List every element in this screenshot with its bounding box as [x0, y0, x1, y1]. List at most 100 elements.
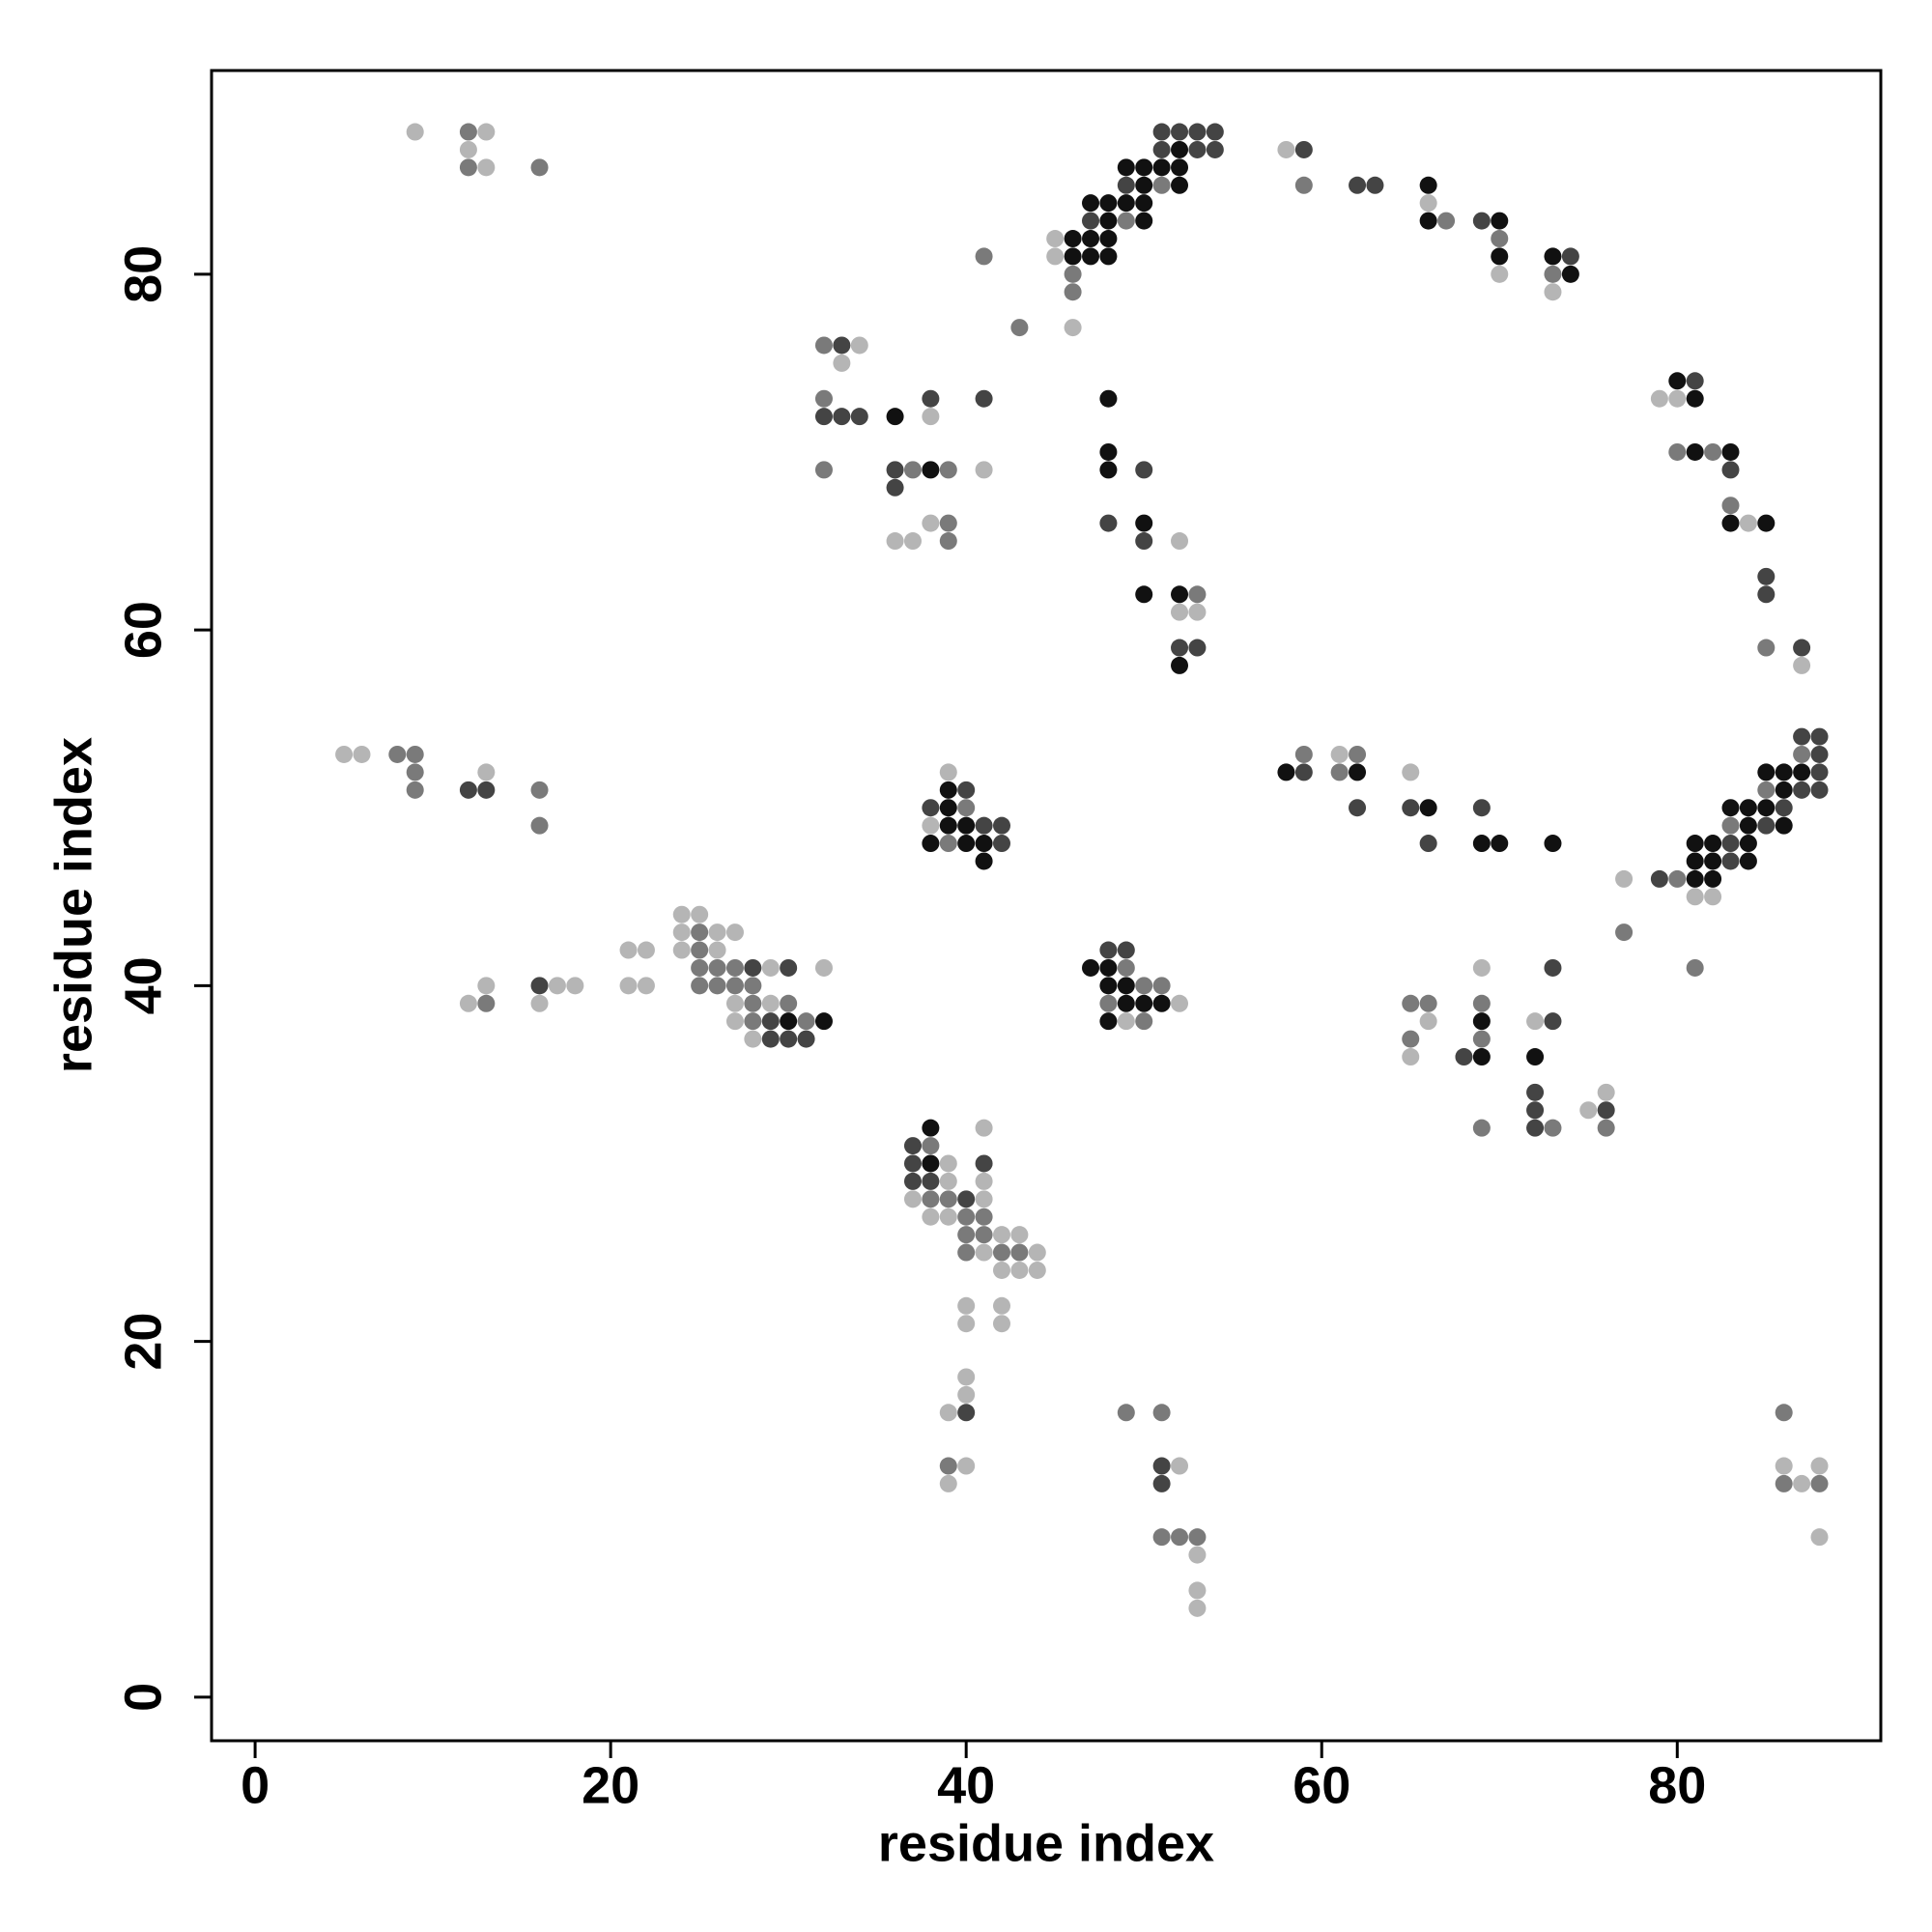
point	[1188, 1546, 1207, 1564]
point	[406, 745, 424, 763]
point	[957, 816, 976, 835]
point	[939, 1172, 957, 1190]
point	[1597, 1119, 1615, 1137]
point	[1028, 1243, 1046, 1262]
point	[1099, 247, 1118, 266]
point	[903, 461, 922, 479]
point	[459, 123, 477, 141]
point	[1135, 212, 1153, 230]
point	[1135, 994, 1153, 1012]
point	[1402, 1030, 1420, 1048]
point	[1135, 532, 1153, 551]
point	[1597, 1083, 1615, 1101]
point	[1810, 727, 1829, 746]
point	[957, 1315, 976, 1333]
point	[975, 389, 993, 408]
point	[814, 336, 833, 355]
point	[1419, 835, 1437, 853]
point	[1526, 1012, 1545, 1031]
point	[1455, 1048, 1473, 1066]
point	[1704, 869, 1722, 888]
point	[1491, 265, 1509, 283]
point	[691, 958, 709, 977]
point	[922, 1154, 940, 1173]
point	[1152, 176, 1171, 194]
point	[939, 1154, 957, 1173]
point	[1206, 123, 1224, 141]
y-tick-label: 60	[114, 601, 172, 659]
point	[1615, 923, 1634, 942]
point	[1686, 835, 1704, 853]
point	[1721, 799, 1740, 817]
point	[1171, 532, 1189, 551]
point	[1171, 994, 1189, 1012]
point	[992, 1243, 1010, 1262]
point	[1775, 1404, 1793, 1422]
point	[530, 158, 549, 177]
point	[1544, 247, 1562, 266]
point	[1775, 781, 1793, 799]
point	[1135, 1012, 1153, 1031]
point	[1472, 835, 1491, 853]
point	[957, 799, 976, 817]
point	[1544, 283, 1562, 301]
point	[1775, 799, 1793, 817]
point	[744, 1012, 762, 1031]
point	[1526, 1083, 1545, 1101]
point	[1757, 799, 1776, 817]
point	[1277, 763, 1295, 781]
point	[1721, 835, 1740, 853]
point	[922, 1172, 940, 1190]
point	[1010, 1261, 1029, 1279]
point	[814, 408, 833, 426]
point	[957, 1296, 976, 1315]
point	[1757, 639, 1776, 657]
point	[1775, 816, 1793, 835]
point	[406, 763, 424, 781]
point	[1793, 781, 1811, 799]
point	[1082, 230, 1100, 248]
point	[708, 958, 726, 977]
y-tick-label: 40	[114, 956, 172, 1014]
point	[744, 977, 762, 995]
point	[1739, 835, 1757, 853]
point	[975, 816, 993, 835]
point	[939, 1404, 957, 1422]
point	[406, 123, 424, 141]
point	[1686, 389, 1704, 408]
point	[1757, 585, 1776, 604]
point	[1064, 230, 1082, 248]
point	[1704, 888, 1722, 906]
point	[1099, 994, 1118, 1012]
point	[1775, 1457, 1793, 1475]
point	[922, 816, 940, 835]
point	[1099, 514, 1118, 532]
point	[780, 1030, 798, 1048]
point	[744, 1030, 762, 1048]
point	[886, 408, 904, 426]
point	[459, 994, 477, 1012]
point	[1152, 1404, 1171, 1422]
point	[1117, 212, 1135, 230]
point	[1686, 869, 1704, 888]
point	[975, 1119, 993, 1137]
point	[691, 941, 709, 959]
point	[1117, 176, 1135, 194]
point	[1135, 194, 1153, 213]
point	[1650, 869, 1668, 888]
point	[975, 1243, 993, 1262]
point	[1152, 1474, 1171, 1492]
point	[957, 1226, 976, 1244]
point	[992, 1315, 1010, 1333]
point	[1099, 194, 1118, 213]
point	[939, 763, 957, 781]
point	[1775, 1474, 1793, 1492]
point	[1793, 656, 1811, 674]
point	[1171, 585, 1189, 604]
point	[939, 816, 957, 835]
point	[975, 852, 993, 870]
point	[1472, 1030, 1491, 1048]
point	[637, 941, 655, 959]
point	[957, 1190, 976, 1208]
point	[797, 1012, 815, 1031]
